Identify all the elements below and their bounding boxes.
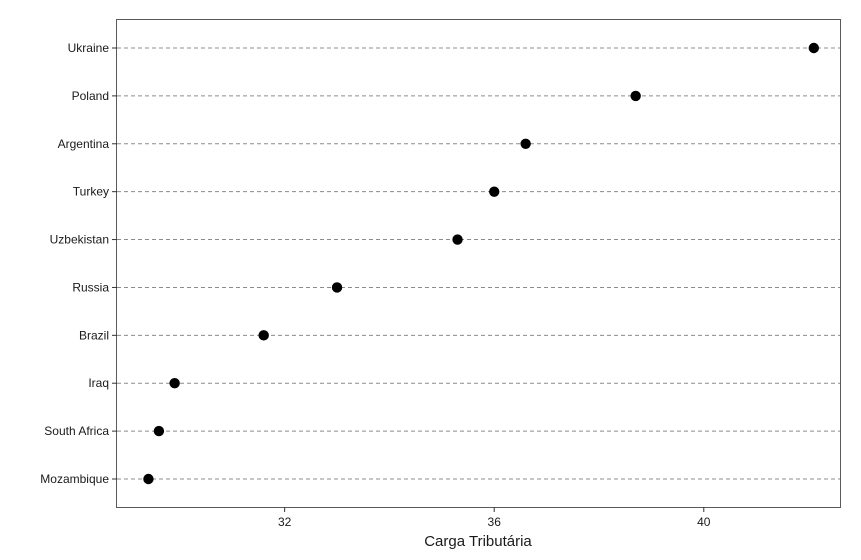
x-tick-label: 40 <box>697 515 711 529</box>
gridlines <box>117 47 840 480</box>
x-axis-title: Carga Tributária <box>424 533 532 550</box>
y-tick-label: South Africa <box>44 424 109 438</box>
data-point <box>331 282 343 293</box>
y-tick-label: Brazil <box>79 328 109 342</box>
y-tick-label: Argentina <box>58 137 110 151</box>
y-tick-label: Mozambique <box>40 472 109 486</box>
plot-panel-border <box>116 19 841 508</box>
y-tick-label: Turkey <box>73 185 109 199</box>
data-point <box>489 186 500 197</box>
data-point <box>258 330 269 341</box>
data-point <box>143 473 154 485</box>
x-axis: 32 36 40 <box>278 507 711 529</box>
data-point <box>520 138 531 149</box>
data-point <box>630 90 641 102</box>
data-point <box>153 425 165 437</box>
y-tick-label: Russia <box>72 280 109 294</box>
data-point <box>808 42 820 54</box>
data-points <box>143 42 820 485</box>
x-tick-label: 32 <box>278 515 292 529</box>
data-point <box>452 234 463 245</box>
y-tick-label: Ukraine <box>68 41 110 55</box>
y-tick-label: Poland <box>72 89 109 103</box>
data-point <box>169 378 180 389</box>
x-tick-label: 36 <box>488 515 502 529</box>
y-tick-label: Uzbekistan <box>50 233 109 247</box>
y-tick-label: Iraq <box>88 376 109 390</box>
y-axis: Ukraine Poland Argentina Turkey Uzbekistan Ru… <box>40 41 117 486</box>
